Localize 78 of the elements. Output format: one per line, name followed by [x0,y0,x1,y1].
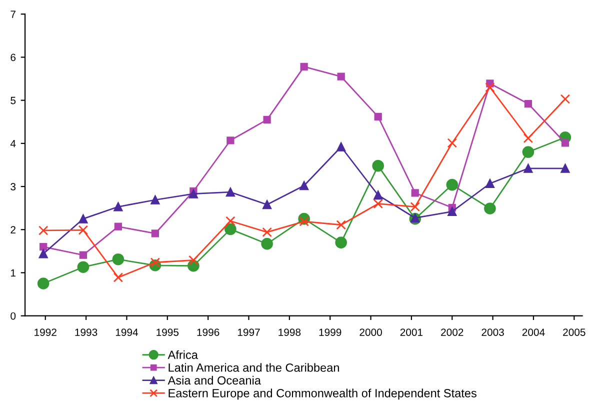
point [188,255,198,266]
x-tick-label: 1992 [34,328,56,336]
point [150,258,160,268]
point [261,238,273,250]
point [79,251,88,259]
y-tick-label: 6 [10,54,16,62]
point [226,136,234,144]
point [485,82,495,92]
point [226,188,235,197]
point [374,112,382,121]
y-tick-label: 5 [10,96,16,104]
point [300,181,309,190]
point [262,200,272,210]
point [114,222,122,230]
point [263,116,271,124]
x-tick-label: 1994 [116,328,138,336]
point [226,216,236,226]
point [410,213,420,222]
x-tick-label: 1996 [197,328,220,336]
point [112,253,124,266]
x-tick-label: 1999 [319,328,342,336]
point [524,164,533,173]
x-tick-label: 2005 [563,328,586,336]
point [150,195,160,204]
point [78,225,88,235]
point [113,272,124,282]
point [151,230,160,238]
legend-label: Latin America and the Caribbean [168,363,339,372]
point [372,160,384,172]
point [78,214,88,224]
point [560,94,570,104]
point [262,227,272,238]
point [411,189,419,197]
point [374,190,383,200]
x-tick-label: 2003 [482,328,504,336]
point [447,138,457,148]
point [373,198,383,209]
point [38,249,48,258]
point [188,189,198,198]
point [299,216,309,226]
x-tick-label: 1993 [75,328,98,336]
point [485,178,494,188]
y-tick-label: 2 [10,226,16,234]
y-tick-label: 4 [10,140,16,148]
point [336,220,346,230]
y-tick-label: 3 [10,183,16,190]
x-tick-label: 2002 [441,328,464,336]
y-tick-label: 1 [11,269,16,276]
point [523,133,534,144]
point [38,226,48,236]
point [524,100,532,108]
point [336,142,346,152]
point [522,146,534,158]
legend-label: Eastern Europe and Commonwealth of Independent States [168,388,476,400]
y-tick-label: 7 [10,10,16,18]
point [37,278,50,290]
x-tick-label: 2004 [522,328,545,336]
point [224,223,236,236]
point [300,62,308,71]
x-tick-label: 1997 [238,328,260,336]
legend-label: Africa [168,350,198,360]
point [446,178,458,191]
point [561,139,570,147]
point [335,236,347,248]
point [337,72,345,80]
x-tick-label: 2000 [360,328,382,336]
x-tick-label: 1995 [156,328,179,336]
point [410,202,420,212]
legend-label: Asia and Oceania [168,376,261,385]
y-tick-label: 0 [10,312,16,320]
point [114,202,123,212]
point [77,261,90,274]
point [560,164,570,173]
x-tick-label: 1998 [278,328,301,336]
point [40,243,48,251]
point [448,206,457,216]
point [484,202,496,214]
x-tick-label: 2001 [400,328,423,336]
